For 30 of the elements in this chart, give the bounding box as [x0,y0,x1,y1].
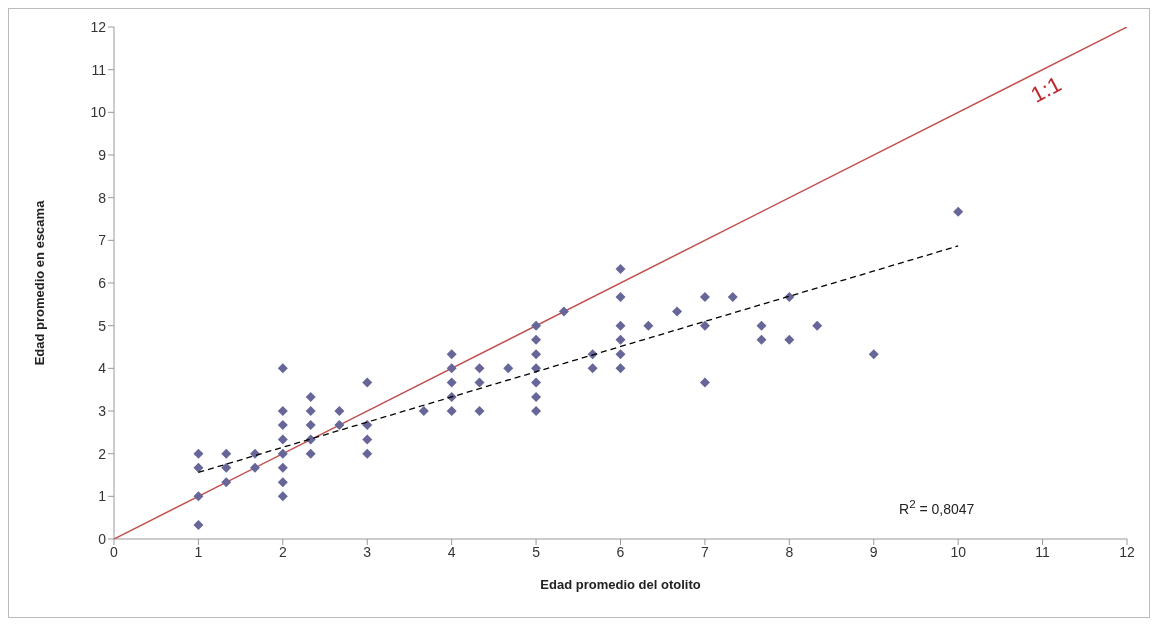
x-tick-label: 2 [278,543,287,560]
y-tick-label: 7 [98,232,107,249]
x-tick-label: 6 [616,543,625,560]
y-tick-label: 3 [98,402,107,419]
y-tick-label: 2 [98,445,107,462]
y-tick-label: 12 [90,18,107,35]
x-tick-label: 10 [950,543,967,560]
y-tick-label: 5 [98,317,107,334]
x-axis-title: Edad promedio del otolito [540,577,701,592]
y-tick-label: 8 [98,189,107,206]
x-tick-label: 11 [1035,543,1051,560]
x-tick-label: 7 [701,543,710,560]
x-tick-label: 8 [785,543,794,560]
x-tick-label: 9 [869,543,878,560]
annotation: 1:1 [1026,71,1066,109]
y-tick-label: 10 [90,104,107,121]
y-tick-label: 11 [91,61,107,78]
x-tick-label: 0 [110,543,119,560]
x-tick-label: 12 [1119,543,1135,560]
y-tick-label: 6 [98,274,107,291]
y-tick-label: 1 [98,488,107,505]
y-tick-label: 4 [98,360,107,377]
annotation: R$^{2}$ = 0,8047 [899,497,975,517]
x-tick-label: 5 [532,543,541,560]
y-axis-title: Edad promedio en escama [31,199,47,366]
x-tick-label: 4 [447,543,456,560]
x-tick-label: 3 [363,543,372,560]
y-tick-label: 9 [98,146,107,163]
x-tick-label: 1 [194,543,203,560]
y-tick-label: 0 [98,530,107,547]
